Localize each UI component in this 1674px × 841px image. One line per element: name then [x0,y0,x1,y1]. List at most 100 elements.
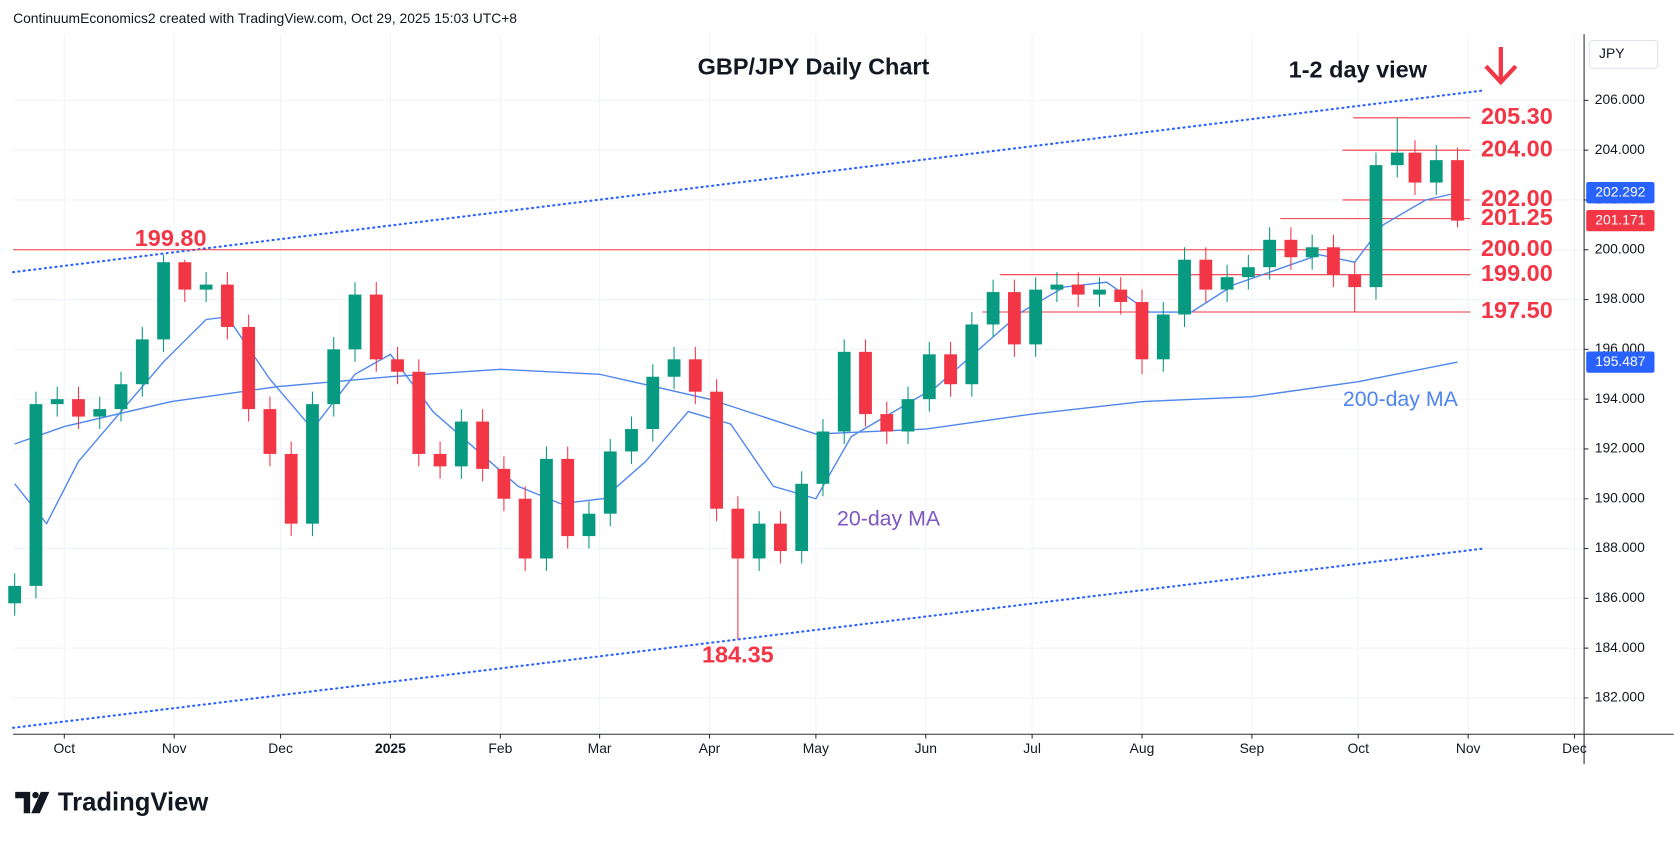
candle-body [1178,259,1191,315]
x-tick-label: Nov [162,740,187,756]
x-tick-label: Dec [268,740,293,756]
candle [1429,145,1443,195]
candle [1451,147,1464,228]
y-tick-label: 192.000 [1595,440,1645,456]
x-tick-label: Oct [54,740,76,756]
candle [1178,247,1191,327]
candle-body [114,384,128,410]
candle [901,386,915,444]
x-tick-label: Mar [588,740,612,756]
candle [369,282,383,372]
candle-body [50,399,64,405]
x-tick-label: 2025 [375,740,406,756]
candle-body [1327,247,1340,275]
candle-body [199,284,213,290]
candle-body [1029,289,1043,345]
candle [922,341,936,412]
x-tick-label: Feb [488,740,512,756]
candle-body [135,339,149,385]
price-badge-label: 201.171 [1595,211,1645,227]
candle-body [412,371,426,454]
candle [1220,264,1234,303]
price-badge [1586,351,1655,373]
candle-body [306,404,319,524]
candle [1408,140,1422,195]
brand: TradingView [58,788,208,816]
candle [1093,277,1106,308]
candle-body [1071,284,1085,295]
candle-body [1348,274,1362,288]
candle [1156,302,1170,372]
candle [497,456,511,512]
candle [752,511,766,571]
candle [93,396,107,430]
candle-body [944,354,957,385]
candle-body [986,292,1000,325]
candle [1071,272,1085,308]
candle-body [72,399,85,417]
y-tick-label: 190.000 [1595,489,1645,505]
candle-body [1369,165,1383,288]
candle-body [965,324,979,385]
candle-body [1156,314,1170,360]
annotation: 184.35 [702,642,774,668]
candle [603,438,617,527]
series-label: 200-day MA [1343,387,1459,411]
y-tick-label: 188.000 [1595,539,1645,555]
candle [306,391,319,537]
y-tick-label: 194.000 [1595,390,1645,406]
candle [965,312,979,397]
candle-body [8,585,22,604]
currency: JPY [1599,45,1624,61]
candle-body [220,284,234,327]
candle-body [561,458,575,537]
candle-body [1305,247,1319,258]
candle-body [327,349,341,405]
level-label: 201.25 [1481,204,1553,230]
x-tick-label: May [803,740,829,756]
level-label: 204.00 [1481,135,1553,161]
candle [582,501,596,549]
candle-body [1135,302,1149,360]
candle-body [178,262,192,290]
level-label: 202.00 [1481,185,1553,211]
candle-body [582,513,596,537]
candle-body [93,409,107,417]
x-tick-label: Jul [1023,740,1041,756]
candle-body [1284,239,1298,258]
candle-body [1241,267,1255,278]
candle [540,446,553,571]
price-badge [1586,209,1655,232]
candle [29,391,43,599]
y-tick-label: 204.000 [1595,141,1645,157]
candle [454,409,468,479]
channel-line [12,89,1485,274]
x-tick-label: Sep [1240,740,1265,756]
candle [242,314,256,422]
candle [1327,234,1340,288]
candle-body [369,294,383,360]
candle-body [476,421,490,469]
candle [1114,277,1128,315]
level-label: 199.00 [1481,260,1553,286]
candle-body [688,359,702,392]
x-tick-label: Dec [1562,740,1587,756]
candle-body [795,483,809,552]
y-tick-label: 186.000 [1595,589,1645,605]
candle-body [497,468,511,499]
chart-subtitle: 1-2 day view [1289,57,1428,83]
candle [284,441,298,537]
price-badge-label: 195.487 [1595,353,1645,369]
candle [327,336,341,417]
candle [986,279,1000,337]
candle [1007,279,1021,357]
candle-body [922,354,936,400]
candle [476,409,490,482]
candle-body [837,351,851,432]
candle [816,419,830,497]
tradingview-logo [15,791,50,814]
y-tick-label: 200.000 [1595,240,1645,256]
price-badge [1586,182,1655,204]
currency-box [1588,40,1659,69]
candle-body [454,421,468,467]
